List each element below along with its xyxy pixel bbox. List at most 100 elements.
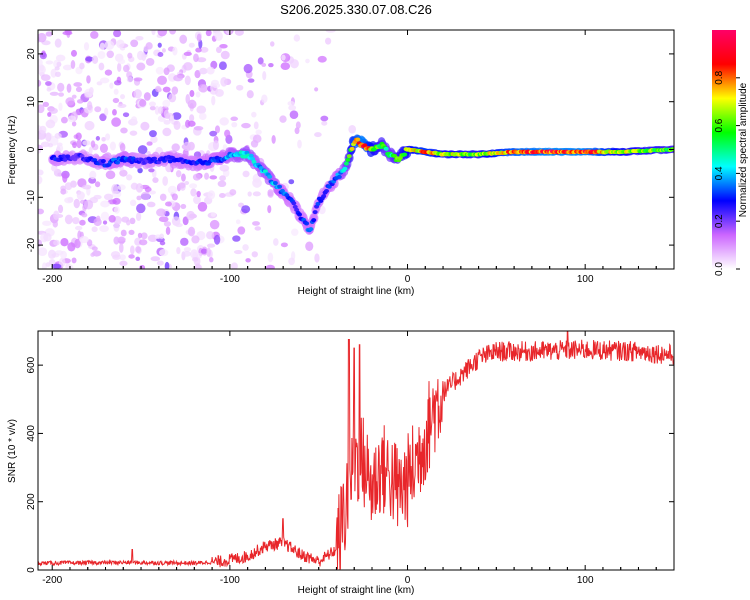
colorbar-tick-label: 0.2 [714, 214, 725, 228]
spectrogram-noise-blob [190, 188, 197, 197]
spectrogram-noise-blob [196, 105, 207, 114]
spectrogram-noise-blob [123, 64, 130, 73]
spectrogram-noise-blob [53, 239, 60, 246]
spectrogram-noise-blob [192, 173, 201, 181]
spectrogram-noise-blob [320, 115, 329, 122]
spectrogram-noise-blob [148, 101, 157, 107]
spectrogram-noise-blob [57, 82, 65, 92]
spectrogram-noise-blob [255, 129, 262, 135]
spectrogram-noise-blob [148, 168, 155, 173]
spectrogram-noise-blob [290, 59, 299, 69]
spectrogram-noise-blob [67, 242, 76, 252]
snr-panel: -200 -100 0 100 0 200 400 600 Height of straig… [7, 330, 675, 596]
spectrogram-ridge-core [272, 181, 278, 186]
spectrogram-noise-blob [252, 191, 261, 197]
spectrogram-noise-blob [179, 34, 188, 44]
spectrogram-noise-blob [176, 246, 181, 255]
spectrogram-noise-blob [220, 50, 230, 60]
spectrogram-noise-blob [171, 143, 180, 152]
spectrogram-noise-blob [95, 215, 101, 222]
spectrogram-noise-blob [213, 234, 221, 245]
colorbar-tick-label: 0.6 [714, 118, 725, 132]
spectrogram-noise-blob [129, 130, 138, 136]
spectrogram-noise-blob [116, 39, 125, 49]
spectrogram-noise-blob [233, 249, 243, 255]
spectrogram-noise-blob [54, 66, 60, 71]
spectrogram-noise-blob [157, 52, 164, 58]
spectrogram-noise-blob [72, 216, 80, 225]
spectrogram-noise-blob [288, 105, 297, 111]
spectrogram-noise-blob [154, 105, 160, 115]
spectrogram-ridge-core [311, 218, 317, 223]
spectrogram-x-tick-label: -200 [42, 274, 62, 285]
spectrogram-noise-blob [135, 212, 142, 221]
spectrogram-ridge-core [315, 201, 321, 206]
spectrogram-noise-blob [137, 232, 143, 239]
spectrogram-noise-blob [99, 42, 105, 51]
spectrogram-noise-blob [103, 193, 114, 201]
spectrogram-noise-blob [54, 132, 62, 139]
spectrogram-ridge-core [324, 188, 330, 193]
spectrogram-noise-blob [171, 86, 179, 95]
spectrogram-noise-blob [192, 257, 199, 262]
spectrogram-ridge-core [115, 160, 121, 165]
spectrogram-x-label: Height of straight line (km) [298, 286, 415, 297]
spectrogram-noise-blob [81, 212, 88, 218]
spectrogram-noise-blob [163, 67, 170, 76]
spectrogram-noise-blob [76, 139, 82, 149]
spectrogram-noise-blob [104, 107, 109, 116]
spectrogram-noise-blob [51, 263, 62, 269]
spectrogram-noise-blob [62, 30, 73, 36]
spectrogram-noise-blob [206, 66, 215, 75]
spectrogram-noise-blob [189, 183, 198, 189]
spectrogram-noise-blob [288, 179, 295, 185]
spectrogram-noise-blob [196, 33, 202, 43]
spectrogram-noise-blob [157, 30, 167, 37]
spectrogram-noise-blob [102, 220, 108, 225]
spectrogram-noise-blob [232, 235, 241, 242]
spectrogram-noise-blob [47, 143, 54, 148]
spectrogram-noise-blob [253, 121, 259, 130]
spectrogram-noise-blob [82, 140, 91, 146]
spectrogram-noise-blob [108, 215, 116, 223]
spectrogram-noise-blob [246, 90, 254, 99]
spectrogram-noise-blob [82, 184, 92, 190]
spectrogram-noise-blob [211, 95, 216, 106]
spectrogram-noise-blob [120, 94, 126, 100]
spectrogram-noise-blob [242, 244, 249, 251]
spectrogram-noise-blob [280, 242, 288, 248]
spectrogram-noise-blob [119, 143, 126, 152]
spectrogram-noise-blob [186, 210, 196, 221]
spectrogram-noise-blob [251, 251, 258, 258]
spectrogram-noise-blob [47, 112, 52, 117]
spectrogram-noise-blob [314, 87, 319, 92]
spectrogram-noise-blob [127, 52, 133, 59]
spectrogram-noise-blob [136, 203, 146, 214]
spectrogram-noise-blob [165, 201, 172, 207]
spectrogram-noise-blob [241, 205, 251, 214]
spectrogram-noise-blob [162, 127, 172, 137]
spectrogram-noise-blob [238, 202, 244, 208]
spectrogram-noise-blob [135, 256, 141, 262]
spectrogram-noise-blob [219, 175, 226, 182]
spectrogram-noise-blob [79, 235, 89, 244]
spectrogram-noise-blob [156, 208, 166, 217]
spectrogram-noise-blob [64, 214, 73, 225]
spectrogram-noise-blob [135, 183, 144, 193]
spectrogram-noise-blob [82, 204, 87, 211]
spectrogram-noise-blob [54, 71, 61, 77]
spectrogram-noise-blob [38, 58, 43, 67]
spectrogram-noise-blob [65, 97, 75, 106]
spectrogram-noise-blob [116, 236, 126, 242]
spectrogram-noise-blob [156, 260, 164, 266]
spectrogram-noise-blob [138, 239, 148, 246]
spectrogram-ridge-core [402, 152, 408, 157]
spectrogram-noise-blob [55, 54, 66, 62]
spectrogram-noise-blob [194, 70, 201, 79]
spectrogram-noise-blob [257, 57, 264, 65]
spectrogram-noise-blob [159, 233, 165, 240]
spectrogram-noise-blob [42, 220, 52, 226]
snr-x-tick-label: 0 [405, 575, 411, 586]
spectrogram-noise-blob [75, 132, 82, 141]
spectrogram-noise-blob [99, 225, 109, 233]
